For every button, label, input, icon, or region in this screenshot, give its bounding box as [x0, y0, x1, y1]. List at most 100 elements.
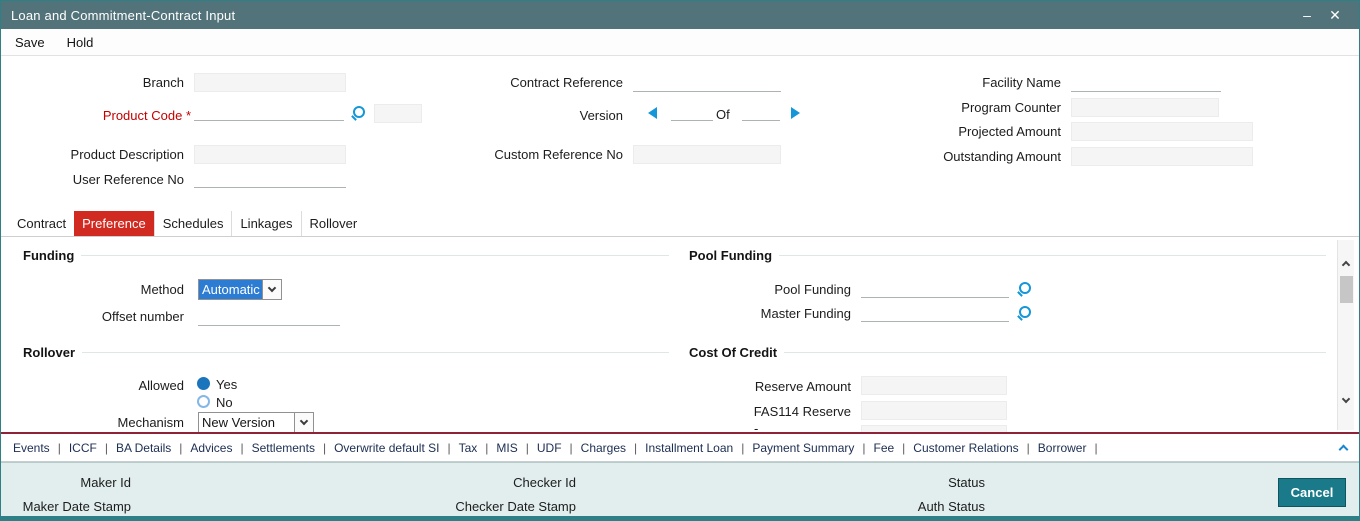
mechanism-select-value: New Version [202, 415, 275, 430]
facility-name-input[interactable] [1071, 73, 1221, 92]
product-code-input[interactable] [194, 102, 344, 121]
preference-tab-content: Funding Method Automatic Offset number P… [1, 237, 1359, 432]
program-counter-label: Program Counter [961, 100, 1061, 115]
pool-funding-search-icon[interactable] [1017, 282, 1031, 296]
chevron-down-icon [267, 283, 277, 293]
link-events[interactable]: Events [13, 440, 50, 455]
method-select[interactable]: Automatic [198, 279, 282, 300]
offset-number-input[interactable] [198, 307, 340, 326]
tab-linkages[interactable]: Linkages [231, 211, 301, 236]
allowed-no-radio[interactable] [197, 395, 210, 408]
maker-id-label: Maker Id [80, 475, 131, 490]
link-separator: | [104, 440, 108, 455]
mechanism-select-button[interactable] [294, 413, 313, 432]
link-payment-summary[interactable]: Payment Summary [752, 440, 855, 455]
mechanism-select[interactable]: New Version [198, 412, 314, 432]
allowed-yes-radio[interactable] [197, 377, 210, 390]
auth-status-label: Auth Status [917, 499, 985, 514]
status-label: Status [948, 475, 985, 490]
link-separator: | [485, 440, 489, 455]
action-links-bar: Events | ICCF | BA Details | Advices | Settl… [1, 432, 1359, 462]
link-settlements[interactable]: Settlements [251, 440, 315, 455]
link-udf[interactable]: UDF [536, 440, 562, 455]
version-label: Version [579, 108, 623, 123]
window-title: Loan and Commitment-Contract Input [11, 7, 236, 23]
link-mis[interactable]: MIS [496, 440, 518, 455]
user-reference-no-input[interactable] [194, 169, 346, 188]
link-separator: | [569, 440, 573, 455]
cost-of-credit-title: Cost Of Credit [689, 345, 778, 360]
link-separator: | [741, 440, 745, 455]
link-borrower[interactable]: Borrower [1037, 440, 1087, 455]
fas114-reserve-label: FAS114 Reserve [753, 404, 851, 419]
master-funding-label: Master Funding [760, 306, 851, 321]
link-separator: | [447, 440, 451, 455]
version-previous-icon[interactable] [648, 107, 657, 119]
version-total-input[interactable] [742, 102, 780, 121]
link-customer-relations[interactable]: Customer Relations [913, 440, 1019, 455]
tab-schedules[interactable]: Schedules [153, 211, 232, 236]
master-funding-input[interactable] [861, 303, 1009, 322]
method-select-button[interactable] [262, 280, 281, 299]
link-charges[interactable]: Charges [580, 440, 627, 455]
close-button[interactable]: ✕ [1321, 1, 1349, 29]
contract-reference-label: Contract Reference [510, 75, 623, 90]
link-overwrite-default-si[interactable]: Overwrite default SI [334, 440, 440, 455]
link-advices[interactable]: Advices [190, 440, 233, 455]
clipped-next-field-label: - [754, 421, 759, 432]
link-fee[interactable]: Fee [873, 440, 895, 455]
contract-reference-input[interactable] [633, 73, 781, 92]
product-code-short-field [374, 104, 422, 123]
fas114-reserve-field [861, 401, 1007, 420]
required-asterisk: * [185, 108, 191, 123]
toolbar: Save Hold [1, 29, 1359, 56]
links-scroll-up-icon[interactable] [1338, 444, 1349, 455]
master-funding-search-icon[interactable] [1017, 306, 1031, 320]
checker-date-stamp-label: Checker Date Stamp [455, 499, 576, 514]
tab-rollover[interactable]: Rollover [300, 211, 366, 236]
version-next-icon[interactable] [791, 107, 800, 119]
window-bottom-edge [1, 516, 1359, 520]
tab-preference[interactable]: Preference [74, 211, 154, 236]
link-separator: | [634, 440, 638, 455]
product-code-search-icon[interactable] [351, 106, 365, 120]
allowed-label: Allowed [138, 378, 184, 393]
funding-section-heading: Funding [23, 248, 669, 263]
product-description-field [194, 145, 346, 164]
method-select-value: Automatic [199, 280, 262, 299]
version-current-input[interactable] [671, 102, 713, 121]
funding-title: Funding [23, 248, 75, 263]
product-code-label-text: Product Code [102, 108, 183, 123]
rollover-title: Rollover [23, 345, 76, 360]
link-installment-loan[interactable]: Installment Loan [645, 440, 734, 455]
pool-funding-input[interactable] [861, 279, 1009, 298]
scroll-up-icon[interactable] [1341, 260, 1351, 270]
allowed-no-label: No [216, 395, 233, 410]
link-separator: | [57, 440, 61, 455]
custom-reference-no-field [633, 145, 781, 164]
clipped-next-field [861, 425, 1007, 432]
pool-funding-title: Pool Funding [689, 248, 773, 263]
link-separator: | [862, 440, 866, 455]
content-vertical-scrollbar[interactable] [1337, 240, 1354, 430]
link-separator: | [240, 440, 244, 455]
cancel-button[interactable]: Cancel [1278, 478, 1346, 507]
footer-audit-panel: Maker Id Maker Date Stamp Checker Id Che… [1, 462, 1359, 520]
hold-button[interactable]: Hold [66, 34, 94, 50]
link-tax[interactable]: Tax [458, 440, 478, 455]
outstanding-amount-field [1071, 147, 1253, 166]
save-button[interactable]: Save [15, 34, 45, 50]
scrollbar-thumb[interactable] [1340, 276, 1353, 303]
tab-contract[interactable]: Contract [9, 211, 75, 236]
scroll-down-icon[interactable] [1341, 394, 1351, 404]
minimize-button[interactable]: – [1293, 1, 1321, 29]
reserve-amount-label: Reserve Amount [754, 379, 851, 394]
link-ba-details[interactable]: BA Details [115, 440, 172, 455]
link-iccf[interactable]: ICCF [68, 440, 97, 455]
rollover-rule [82, 352, 669, 353]
program-counter-field [1071, 98, 1219, 117]
chevron-down-icon [299, 416, 309, 426]
tab-strip: Contract Preference Schedules Linkages R… [1, 211, 1359, 237]
product-description-label: Product Description [70, 147, 184, 162]
